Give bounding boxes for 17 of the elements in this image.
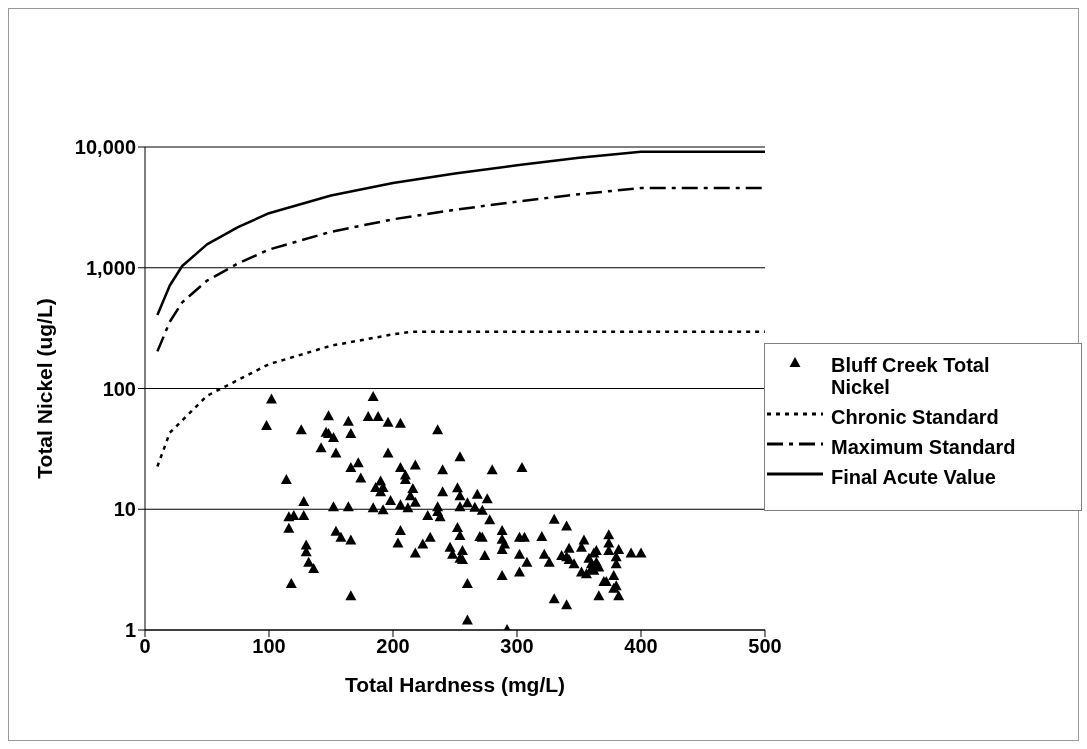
x-tick-label: 100 [252, 635, 286, 658]
y-tick-label: 100 [102, 377, 136, 400]
y-tick-label: 10,000 [74, 136, 136, 159]
x-tick-label: 500 [748, 635, 782, 658]
x-tick-label: 400 [624, 635, 658, 658]
legend-label: Bluff Creek Total Nickel [831, 354, 991, 398]
x-tick-label: 300 [500, 635, 534, 658]
y-axis-title: Total Nickel (ug/L) [33, 298, 57, 479]
y-tick-label: 10 [113, 498, 136, 521]
x-axis-title: Total Hardness (mg/L) [344, 673, 566, 696]
y-tick-label: 1,000 [85, 256, 136, 279]
legend-label: Maximum Standard [831, 436, 1017, 458]
x-tick-label: 200 [376, 635, 410, 658]
legend-label: Final Acute Value [831, 466, 997, 488]
legend-label: Chronic Standard [831, 406, 1000, 428]
y-tick-label: 1 [124, 619, 136, 642]
x-tick-label: 0 [139, 635, 151, 658]
